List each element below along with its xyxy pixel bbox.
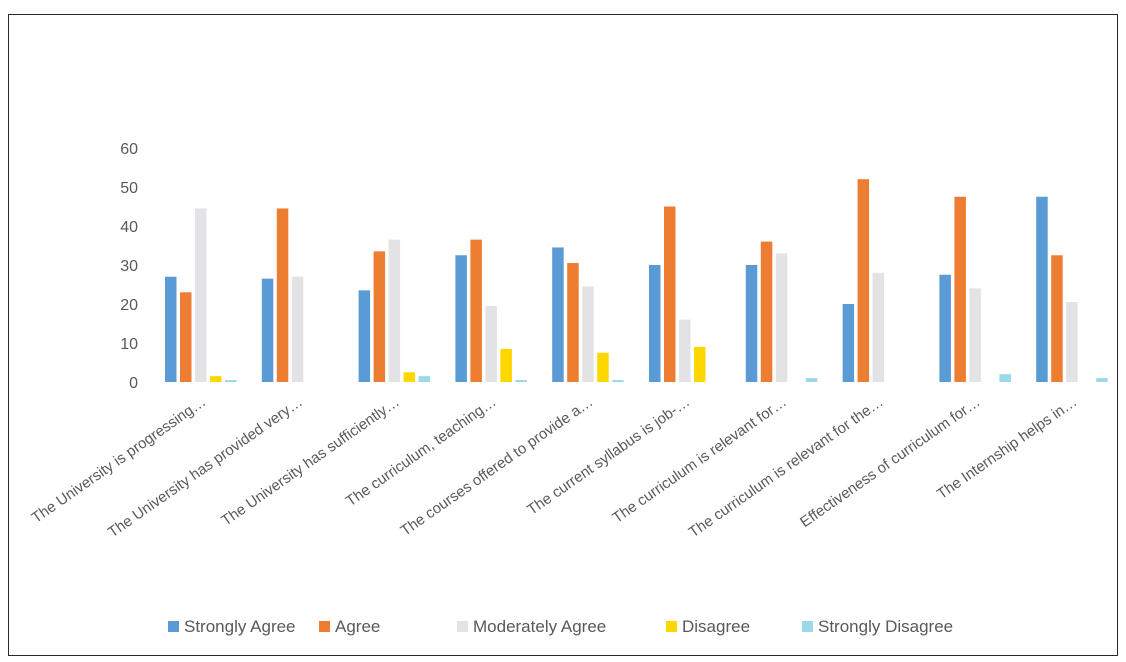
bar-disagree [597,352,609,382]
category-label: The University is progressing… [29,393,209,526]
bar-group [261,208,304,382]
bar-strongly-disagree [999,374,1011,382]
bar-agree [567,263,579,382]
bar-strongly-agree [842,304,855,382]
bar-strongly-disagree [225,380,237,382]
y-tick-label: 0 [129,375,138,392]
bar-agree [180,292,192,382]
bar-moderately-agree [485,305,497,382]
bar-strongly-agree [552,247,564,382]
bar-strongly-disagree [612,380,624,382]
legend-label: Strongly Disagree [818,617,953,636]
legend-label: Strongly Agree [184,617,296,636]
y-axis: 0 10 20 30 40 50 60 [120,141,138,392]
category-labels: The University is progressing…The Univer… [29,393,1081,541]
bar-group [455,239,527,382]
bar-strongly-agree [358,290,371,382]
bar-group [552,247,624,382]
legend-label: Disagree [682,617,750,636]
bar-group [358,239,431,382]
bar-strongly-disagree [1096,378,1108,382]
bar-moderately-agree [969,288,981,382]
legend-swatch [802,621,813,632]
legend-swatch [457,621,468,632]
bar-strongly-agree [745,265,758,382]
bar-moderately-agree [679,319,691,382]
bar-strongly-disagree [418,376,431,382]
bar-agree [857,179,870,382]
bar-agree [1051,255,1063,382]
legend-swatch [319,621,330,632]
bar-strongly-agree [649,265,661,382]
category-label: The current syllabus is job-… [524,393,693,518]
y-tick-label: 40 [120,219,138,236]
legend-item: Strongly Disagree [802,617,953,636]
bar-moderately-agree [872,272,885,382]
legend-swatch [168,621,179,632]
y-tick-label: 20 [120,297,138,314]
bar-strongly-disagree [515,380,527,382]
legend: Strongly Agree Agree Moderately Agree Disag… [168,617,953,636]
bar-group [745,241,818,382]
bar-agree [276,208,289,382]
bar-group [165,208,237,382]
y-tick-label: 50 [120,180,138,197]
bar-strongly-agree [1036,196,1048,382]
bar-agree [760,241,773,382]
category-label: Effectiveness of curriculum for… [797,393,983,531]
legend-label: Agree [335,617,380,636]
y-tick-label: 30 [120,258,138,275]
legend-item: Strongly Agree [168,617,296,636]
bar-agree [373,251,386,382]
bar-disagree [694,346,706,382]
bar-group [1036,196,1108,382]
bar-group [649,206,706,382]
bar-strongly-agree [165,276,177,382]
category-label: The curriculum is relevant for the… [686,393,887,541]
y-tick-label: 10 [120,336,138,353]
bar-moderately-agree [1066,302,1078,382]
bar-disagree [500,348,512,382]
bar-group [842,179,885,382]
legend-item: Agree [319,617,380,636]
bar-strongly-agree [261,278,274,382]
bar-disagree [210,376,222,382]
bar-moderately-agree [388,239,401,382]
y-tick-label: 60 [120,141,138,158]
bar-moderately-agree [582,286,594,382]
legend-swatch [666,621,677,632]
category-label: The University has sufficiently… [218,393,402,529]
legend-label: Moderately Agree [473,617,606,636]
bar-strongly-agree [939,274,951,382]
bar-agree [664,206,676,382]
legend-item: Moderately Agree [457,617,606,636]
bar-group [939,196,1011,382]
bar-moderately-agree [195,208,207,382]
category-label: The curriculum is relevant for… [609,393,789,526]
category-label: The courses offered to provide a… [398,393,597,539]
bar-moderately-agree [291,276,304,382]
bar-agree [954,196,966,382]
category-label: The University has provided very… [105,393,306,541]
bar-disagree [403,372,416,382]
bar-strongly-agree [455,255,467,382]
bar-moderately-agree [775,253,788,382]
bar-groups [165,179,1108,382]
bar-strongly-disagree [805,378,818,382]
bar-agree [470,239,482,382]
legend-item: Disagree [666,617,750,636]
